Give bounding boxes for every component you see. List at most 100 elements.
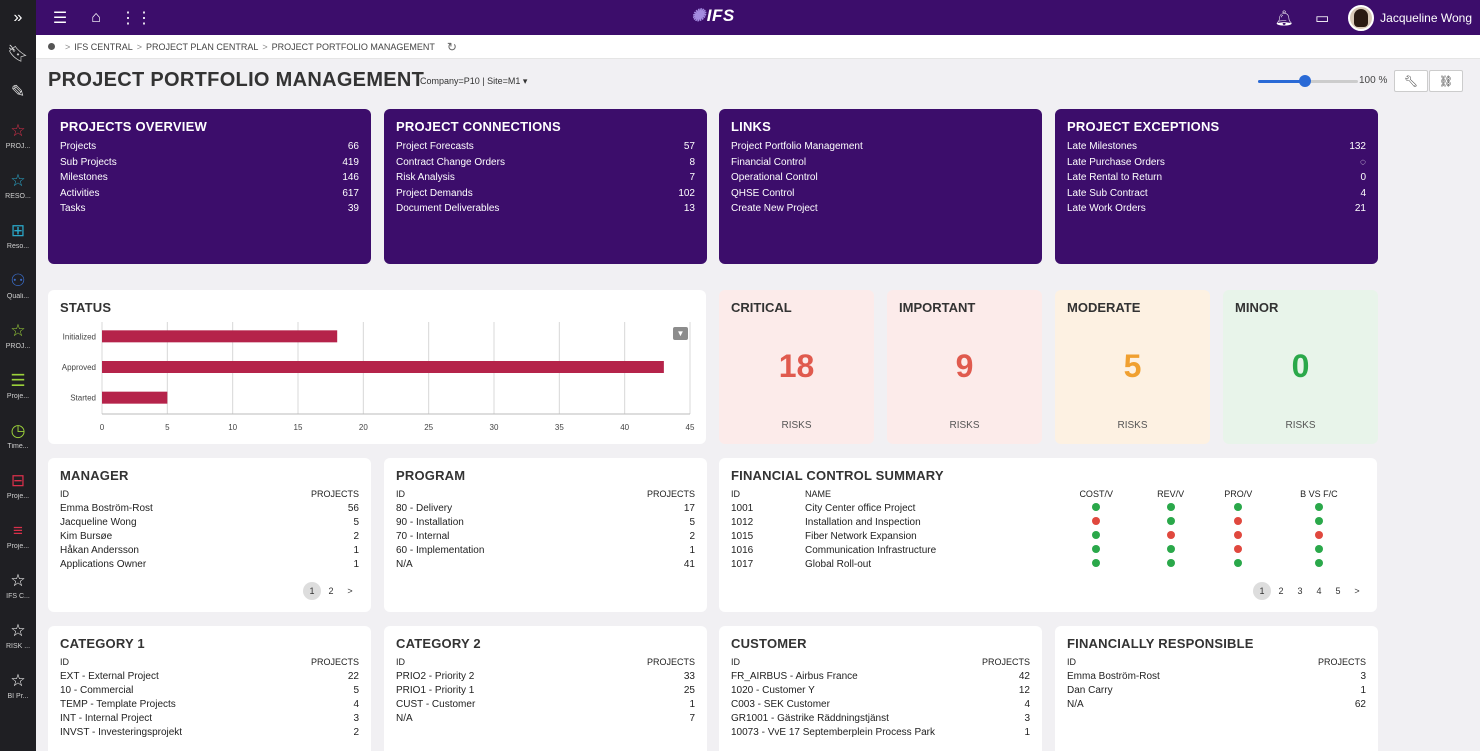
rail-item[interactable]: ☆ RESO...: [0, 161, 36, 211]
table-row[interactable]: 1017 Global Roll-out: [731, 557, 1365, 571]
row-projects: 2: [353, 530, 359, 542]
list-item[interactable]: Contract Change Orders 8: [396, 155, 695, 171]
ifs-logo[interactable]: ✺ IFS: [691, 6, 735, 25]
rail-item[interactable]: ⊞ Reso...: [0, 211, 36, 261]
table-row[interactable]: 1020 - Customer Y 12: [731, 683, 1030, 697]
list-item[interactable]: Activities 617: [60, 186, 359, 202]
list-item[interactable]: Create New Project: [731, 201, 1030, 217]
zoom-slider[interactable]: [1258, 74, 1358, 88]
list-item[interactable]: Late Rental to Return 0: [1067, 170, 1366, 186]
table-row[interactable]: N/A 7: [396, 711, 695, 725]
breadcrumb-item[interactable]: PROJECT PLAN CENTRAL: [146, 41, 259, 52]
home-icon[interactable]: ⌂: [91, 8, 101, 26]
table-row[interactable]: 1012 Installation and Inspection: [731, 515, 1365, 529]
rail-item[interactable]: ⊟ Proje...: [0, 461, 36, 511]
table-row[interactable]: CUST - Customer 1: [396, 697, 695, 711]
list-item[interactable]: Milestones 146: [60, 170, 359, 186]
table-row[interactable]: Applications Owner 1: [60, 557, 359, 571]
table-row[interactable]: N/A 62: [1067, 697, 1366, 711]
table-row[interactable]: PRIO2 - Priority 2 33: [396, 669, 695, 683]
refresh-icon[interactable]: ↻: [446, 39, 457, 54]
avatar[interactable]: [1348, 4, 1375, 31]
list-item[interactable]: Document Deliverables 13: [396, 201, 695, 217]
rail-item[interactable]: 🔖︎: [0, 35, 36, 73]
risk-card-critical[interactable]: CRITICAL 18 RISKS: [719, 290, 874, 444]
table-row[interactable]: PRIO1 - Priority 1 25: [396, 683, 695, 697]
table-row[interactable]: C003 - SEK Customer 4: [731, 697, 1030, 711]
table-row[interactable]: 60 - Implementation 1: [396, 543, 695, 557]
table-row[interactable]: FR_AIRBUS - Airbus France 42: [731, 669, 1030, 683]
apps-grid-icon[interactable]: ⋮⋮: [120, 9, 152, 27]
page-button[interactable]: 1: [303, 582, 321, 600]
table-row[interactable]: Kim Bursøe 2: [60, 529, 359, 543]
table-row[interactable]: 70 - Internal 2: [396, 529, 695, 543]
list-item[interactable]: Risk Analysis 7: [396, 170, 695, 186]
table-row[interactable]: GR1001 - Gästrike Räddningstjänst 3: [731, 711, 1030, 725]
rail-item[interactable]: ☆ PROJ...: [0, 311, 36, 361]
list-item[interactable]: Project Forecasts 57: [396, 139, 695, 155]
table-row[interactable]: INT - Internal Project 3: [60, 711, 359, 725]
card-icon[interactable]: ▭: [1315, 9, 1330, 27]
risk-card-important[interactable]: IMPORTANT 9 RISKS: [887, 290, 1042, 444]
next-page-button[interactable]: >: [1354, 586, 1360, 596]
breadcrumb-item[interactable]: IFS CENTRAL: [74, 41, 133, 52]
user-name[interactable]: Jacqueline Wong: [1380, 10, 1472, 25]
table-row[interactable]: 1001 City Center office Project: [731, 501, 1365, 515]
table-row[interactable]: Håkan Andersson 1: [60, 543, 359, 557]
page-button[interactable]: 2: [1278, 586, 1284, 596]
list-item[interactable]: Operational Control: [731, 170, 1030, 186]
page-button[interactable]: 4: [1316, 586, 1322, 596]
page-button[interactable]: 3: [1297, 586, 1303, 596]
page-button[interactable]: 5: [1335, 586, 1341, 596]
list-item[interactable]: Late Purchase Orders ◌: [1067, 155, 1366, 171]
table-row[interactable]: EXT - External Project 22: [60, 669, 359, 683]
rail-item[interactable]: ⚇ Quali...: [0, 261, 36, 311]
next-page-button[interactable]: >: [347, 586, 353, 596]
rail-item[interactable]: ◷ Time...: [0, 411, 36, 461]
risk-card-moderate[interactable]: MODERATE 5 RISKS: [1055, 290, 1210, 444]
table-row[interactable]: 1015 Fiber Network Expansion: [731, 529, 1365, 543]
list-item[interactable]: Financial Control: [731, 155, 1030, 171]
context-selector[interactable]: Company=P10 | Site=M1 ▾: [420, 76, 528, 86]
rail-item[interactable]: ☰ Proje...: [0, 361, 36, 411]
list-item[interactable]: QHSE Control: [731, 186, 1030, 202]
risk-card-minor[interactable]: MINOR 0 RISKS: [1223, 290, 1378, 444]
list-item[interactable]: Late Sub Contract 4: [1067, 186, 1366, 202]
table-row[interactable]: TEMP - Template Projects 4: [60, 697, 359, 711]
table-row[interactable]: 10073 - VvE 17 Septemberplein Process Pa…: [731, 725, 1030, 739]
rail-item[interactable]: ✎: [0, 73, 36, 111]
home-dot-icon[interactable]: [48, 43, 55, 50]
link-button[interactable]: ⛓: [1429, 70, 1463, 92]
table-row[interactable]: 90 - Installation 5: [396, 515, 695, 529]
list-item[interactable]: Late Work Orders 21: [1067, 201, 1366, 217]
rail-item[interactable]: ☆ PROJ...: [0, 111, 36, 161]
rail-item[interactable]: ☆ RISK ...: [0, 611, 36, 661]
chart-menu-button[interactable]: ▼: [673, 327, 688, 340]
table-row[interactable]: N/A 41: [396, 557, 695, 571]
list-item[interactable]: Tasks 39: [60, 201, 359, 217]
table-row[interactable]: INVST - Investeringsprojekt 2: [60, 725, 359, 739]
list-item[interactable]: Sub Projects 419: [60, 155, 359, 171]
bell-icon[interactable]: 🔔︎: [1274, 9, 1294, 27]
list-item[interactable]: Late Milestones 132: [1067, 139, 1366, 155]
rail-item[interactable]: ≡ Proje...: [0, 511, 36, 561]
list-item[interactable]: Projects 66: [60, 139, 359, 155]
page-button[interactable]: 2: [328, 586, 334, 596]
page-button[interactable]: 1: [1253, 582, 1271, 600]
table-row[interactable]: 80 - Delivery 17: [396, 501, 695, 515]
list-item[interactable]: Project Portfolio Management: [731, 139, 1030, 155]
rail-item[interactable]: ☆ BI Pr...: [0, 661, 36, 711]
zoom-slider-handle[interactable]: [1299, 75, 1311, 87]
item-label: Projects: [60, 141, 97, 153]
table-row[interactable]: Emma Boström-Rost 56: [60, 501, 359, 515]
expand-rail-button[interactable]: »: [0, 0, 36, 35]
list-item[interactable]: Project Demands 102: [396, 186, 695, 202]
table-row[interactable]: Jacqueline Wong 5: [60, 515, 359, 529]
table-row[interactable]: 10 - Commercial 5: [60, 683, 359, 697]
table-row[interactable]: 1016 Communication Infrastructure: [731, 543, 1365, 557]
rail-item[interactable]: ☆ IFS C...: [0, 561, 36, 611]
wrench-button[interactable]: 🔧︎: [1394, 70, 1428, 92]
menu-icon[interactable]: ☰: [52, 9, 68, 27]
table-row[interactable]: Dan Carry 1: [1067, 683, 1366, 697]
table-row[interactable]: Emma Boström-Rost 3: [1067, 669, 1366, 683]
